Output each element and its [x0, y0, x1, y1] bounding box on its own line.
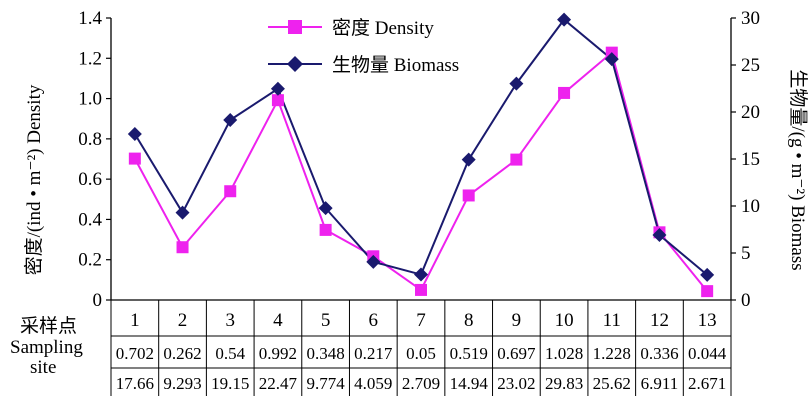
biomass-data-label: 19.15 — [211, 374, 249, 393]
biomass-data-label: 2.709 — [402, 374, 440, 393]
density-point — [224, 185, 237, 198]
y-left-tick-label: 0 — [93, 290, 103, 311]
density-point — [701, 285, 714, 298]
biomass-point — [557, 12, 572, 27]
y-left-tick-label: 1.4 — [78, 8, 102, 29]
biomass-data-label: 25.62 — [593, 374, 631, 393]
legend-biomass-label: 生物量 Biomass — [332, 54, 459, 76]
x-tick-label: 7 — [416, 310, 426, 331]
x-tick-label: 3 — [225, 310, 235, 331]
y-right-tick-label: 20 — [741, 102, 760, 123]
legend-density-marker — [288, 20, 302, 34]
biomass-point — [223, 112, 238, 127]
x-axis-title-line3: site — [30, 357, 56, 378]
density-data-label: 0.336 — [640, 344, 678, 363]
density-data-label: 0.044 — [688, 344, 727, 363]
biomass-point — [652, 228, 667, 243]
biomass-data-label: 9.293 — [163, 374, 201, 393]
y-right-tick-label: 30 — [741, 8, 760, 29]
biomass-data-label: 2.671 — [688, 374, 726, 393]
biomass-point — [414, 267, 428, 282]
x-tick-label: 9 — [512, 310, 522, 331]
density-data-label: 0.54 — [215, 344, 245, 363]
legend-density-label: 密度 Density — [332, 17, 434, 39]
y-right-tick-label: 15 — [741, 149, 760, 170]
biomass-data-label: 23.02 — [497, 374, 535, 393]
y-axis-left-title: 密度/(ind • m⁻²) Density — [23, 84, 45, 275]
density-data-label: 0.702 — [116, 344, 154, 363]
y-right-tick-label: 0 — [741, 290, 751, 311]
biomass-point — [270, 81, 285, 96]
data-table: 1 2 3 4 5 6 7 8 9 10 11 12 130.702 0.262 0.54 0.992 0.34… — [110, 300, 732, 396]
density-data-label: 1.228 — [593, 344, 631, 363]
biomass-point — [175, 205, 190, 220]
biomass-point — [318, 201, 333, 216]
legend: 密度 Density 生物量 Biomass — [268, 17, 459, 76]
biomass-data-label: 9.774 — [306, 374, 345, 393]
x-axis-title-line2: Sampling — [10, 337, 83, 358]
biomass-data-label: 14.94 — [450, 374, 489, 393]
y-right-tick-label: 5 — [741, 243, 751, 264]
density-point — [415, 283, 427, 296]
x-tick-label: 4 — [273, 310, 283, 331]
density-point — [271, 94, 284, 107]
density-point — [558, 86, 571, 99]
density-data-label: 0.697 — [497, 344, 536, 363]
x-tick-label: 1 — [130, 310, 140, 331]
density-series-line — [133, 50, 708, 292]
left-axis: 0 0.2 0.4 0.6 0.8 1.0 1.2 1.4 — [78, 8, 111, 311]
biomass-data-label: 17.66 — [116, 374, 154, 393]
biomass-point — [509, 76, 524, 91]
biomass-data-label: 6.911 — [641, 374, 679, 393]
x-axis-title-line1: 采样点 — [20, 315, 77, 337]
x-tick-label: 12 — [650, 310, 669, 331]
y-left-tick-label: 0.6 — [78, 169, 102, 190]
density-point — [128, 152, 141, 165]
biomass-point — [604, 52, 619, 67]
density-point — [510, 153, 523, 166]
biomass-data-label: 22.47 — [259, 374, 298, 393]
density-point — [176, 241, 189, 254]
density-data-label: 0.217 — [354, 344, 393, 363]
density-data-label: 0.262 — [163, 344, 201, 363]
x-tick-label: 8 — [464, 310, 474, 331]
series-layer — [127, 12, 715, 298]
x-tick-label: 5 — [321, 310, 331, 331]
density-data-label: 0.992 — [259, 344, 297, 363]
y-axis-right-title: 生物量/(g • m⁻²) Biomass — [787, 69, 809, 270]
y-left-tick-label: 0.2 — [78, 250, 102, 271]
biomass-point — [366, 254, 381, 269]
y-left-tick-label: 1.0 — [78, 89, 102, 110]
density-data-label: 1.028 — [545, 344, 583, 363]
x-tick-label: 13 — [698, 310, 717, 331]
biomass-data-label: 4.059 — [354, 374, 392, 393]
biomass-data-label: 29.83 — [545, 374, 583, 393]
biomass-point — [700, 267, 715, 282]
density-point — [462, 189, 475, 202]
biomass-point — [127, 126, 142, 141]
density-data-label: 0.348 — [306, 344, 344, 363]
x-tick-label: 10 — [555, 310, 574, 331]
density-data-label: 0.05 — [406, 344, 436, 363]
y-right-tick-label: 10 — [741, 196, 760, 217]
x-tick-label: 2 — [178, 310, 188, 331]
y-left-tick-label: 0.8 — [78, 129, 102, 150]
x-tick-label: 6 — [369, 310, 379, 331]
legend-biomass-marker — [287, 56, 303, 72]
y-left-tick-label: 0.4 — [78, 209, 102, 230]
right-axis: 0 5 10 15 20 25 30 — [731, 8, 760, 311]
density-point — [319, 223, 332, 236]
density-data-label: 0.519 — [450, 344, 488, 363]
y-right-tick-label: 25 — [741, 55, 760, 76]
y-left-tick-label: 1.2 — [78, 48, 102, 69]
x-tick-label: 11 — [603, 310, 621, 331]
biomass-point — [461, 152, 476, 167]
